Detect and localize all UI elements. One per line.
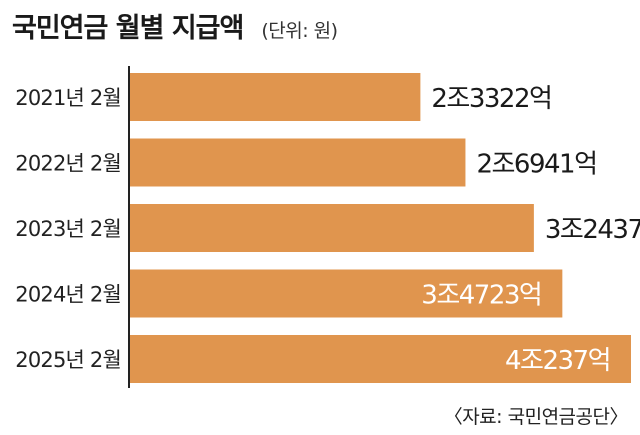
data-label: 2조3322억 — [431, 84, 551, 114]
category-label: 2025년 2월 — [15, 348, 121, 372]
bar — [130, 204, 534, 252]
chart-header: 국민연금 월별 지급액 (단위: 원) — [12, 6, 338, 46]
data-label: 4조237억 — [505, 346, 610, 376]
data-label: 3조2437억 — [545, 215, 640, 245]
bar — [130, 335, 631, 383]
source-note: 〈자료: 국민연금공단〉 — [443, 406, 629, 428]
category-label: 2021년 2월 — [15, 86, 121, 110]
category-label: 2022년 2월 — [15, 152, 121, 176]
unit-label: (단위: 원) — [261, 20, 338, 42]
category-label: 2024년 2월 — [15, 283, 121, 307]
bar — [130, 138, 466, 187]
data-label: 3조4723억 — [421, 281, 541, 311]
bar — [130, 73, 421, 121]
bar — [130, 269, 563, 318]
data-label: 2조6941억 — [476, 150, 596, 180]
chart-title: 국민연금 월별 지급액 — [12, 13, 244, 44]
category-label: 2023년 2월 — [15, 217, 121, 241]
